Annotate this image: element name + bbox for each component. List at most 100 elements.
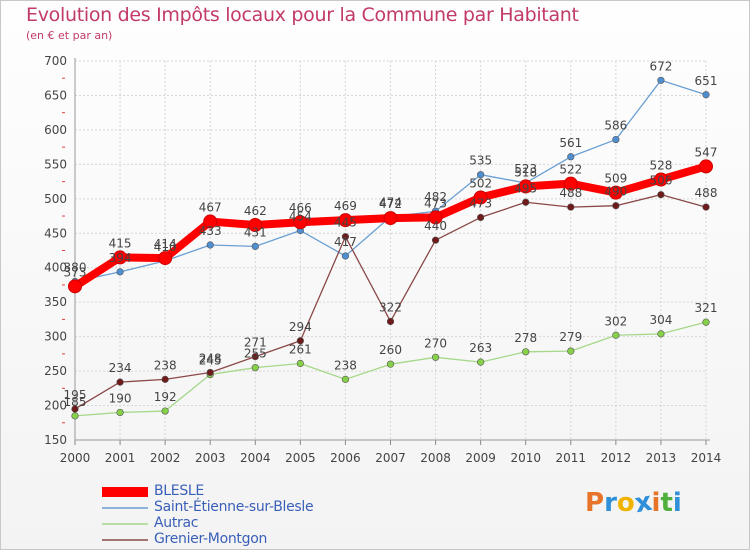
data-label: 535: [469, 154, 492, 168]
x-tick-label: 2011: [556, 451, 587, 465]
data-label: 506: [649, 174, 672, 188]
data-point: [657, 191, 665, 199]
legend-label-blesle: BLESLE: [154, 483, 204, 499]
x-tick-label: 2003: [195, 451, 226, 465]
data-label: 488: [695, 186, 718, 200]
data-label: 495: [514, 181, 537, 195]
data-label: 482: [424, 190, 447, 204]
data-point: [567, 153, 575, 161]
x-tick-label: 2001: [105, 451, 136, 465]
data-point: [657, 330, 665, 338]
data-point: [431, 236, 440, 244]
data-point: [116, 408, 124, 417]
data-label: 414: [154, 237, 177, 251]
data-label: 248: [199, 351, 222, 365]
data-label: 473: [469, 196, 492, 210]
y-tick-label: 550: [44, 157, 67, 171]
legend-label-grenier-montgon: Grenier-Montgon: [154, 531, 268, 547]
data-point: [71, 412, 79, 420]
data-label: 509: [604, 172, 627, 186]
data-point: [612, 135, 620, 144]
data-label: 261: [289, 343, 312, 357]
data-label: 433: [199, 224, 222, 238]
data-label: 373: [64, 265, 87, 279]
data-label: 651: [695, 74, 718, 88]
x-tick-label: 2012: [601, 451, 632, 465]
data-label: 488: [559, 186, 582, 200]
data-label: 321: [695, 301, 718, 315]
data-point: [116, 378, 124, 386]
data-point: [248, 218, 263, 233]
logo-letter: t: [660, 488, 673, 518]
x-tick-label: 2007: [375, 451, 406, 465]
data-point: [113, 250, 128, 265]
data-label: 561: [559, 136, 582, 150]
x-tick-label: 2010: [510, 451, 541, 465]
data-label: 278: [514, 331, 537, 345]
y-tick-label: 350: [44, 295, 67, 309]
x-tick-label: 2013: [646, 451, 677, 465]
data-point: [608, 185, 623, 200]
data-point: [699, 159, 713, 174]
logo-letter: i: [651, 488, 661, 518]
data-point: [702, 91, 710, 99]
data-point: [567, 203, 575, 211]
data-point: [612, 331, 620, 339]
x-tick-label: 2014: [691, 451, 722, 465]
legend-swatch-autrac: [102, 523, 148, 525]
y-tick-label: 250: [44, 364, 67, 378]
data-point: [477, 358, 485, 366]
data-label: 523: [514, 162, 537, 176]
data-label: 518: [514, 165, 537, 179]
y-tick-label: 300: [44, 330, 67, 344]
logo-letter: r: [604, 488, 617, 518]
data-label: 394: [109, 251, 132, 265]
data-label: 192: [154, 390, 177, 404]
data-label: 469: [334, 199, 357, 213]
data-point: [383, 211, 398, 226]
data-point: [251, 242, 259, 250]
logo-letter: P: [585, 488, 605, 518]
y-tick-label: 200: [44, 399, 67, 413]
data-label: 380: [64, 261, 87, 275]
data-label: 473: [424, 196, 447, 210]
data-point: [68, 279, 82, 294]
data-label: 302: [604, 314, 627, 328]
data-point: [653, 172, 668, 187]
data-label: 490: [604, 185, 627, 199]
y-tick-label: 500: [44, 192, 67, 206]
data-label: 238: [154, 358, 177, 372]
data-point: [341, 375, 350, 383]
x-tick-label: 2009: [465, 451, 496, 465]
data-label: 502: [469, 176, 492, 190]
x-tick-label: 2000: [60, 451, 91, 465]
data-point: [522, 348, 530, 356]
data-point: [431, 353, 440, 361]
data-point: [702, 203, 710, 211]
data-point: [206, 368, 214, 377]
data-point: [158, 251, 173, 266]
data-point: [657, 76, 665, 84]
data-label: 417: [334, 235, 357, 249]
data-label: 474: [379, 196, 402, 210]
data-label: 304: [649, 313, 672, 327]
x-tick-label: 2002: [150, 451, 181, 465]
data-label: 279: [559, 330, 582, 344]
y-tick-label: 400: [44, 261, 67, 275]
data-label: 190: [109, 391, 132, 405]
data-label: 472: [379, 197, 402, 211]
data-label: 415: [109, 236, 132, 250]
legend-label-saint-etienne: Saint-Étienne-sur-Blesle: [154, 499, 314, 515]
x-tick-label: 2005: [285, 451, 316, 465]
data-point: [477, 213, 485, 222]
data-label: 522: [559, 163, 582, 177]
legend-swatch-blesle: [102, 487, 148, 497]
data-point: [338, 213, 353, 228]
data-label: 245: [199, 354, 222, 368]
data-label: 467: [199, 201, 222, 215]
data-point: [251, 364, 259, 372]
data-point: [206, 241, 214, 249]
data-label: 672: [649, 59, 672, 73]
data-point: [341, 252, 350, 260]
